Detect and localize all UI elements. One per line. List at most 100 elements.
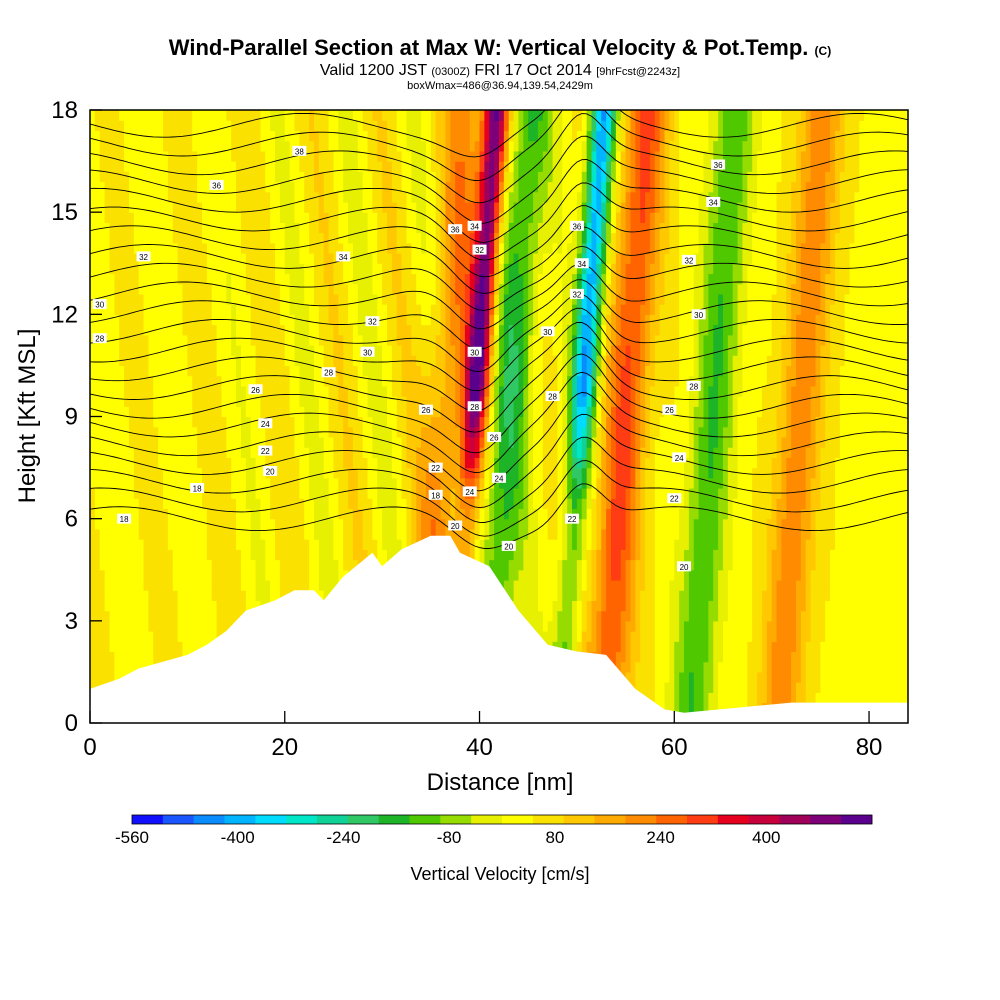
heatmap-cell <box>109 457 115 469</box>
heatmap-cell <box>231 130 237 142</box>
heatmap-cell <box>362 232 369 244</box>
heatmap-cell <box>240 150 247 162</box>
heatmap-cell <box>114 600 120 612</box>
heatmap-cell <box>469 253 476 264</box>
heatmap-cell <box>226 150 232 162</box>
heatmap-cell <box>265 201 271 213</box>
heatmap-cell <box>128 171 135 183</box>
heatmap-cell <box>216 528 223 540</box>
heatmap-cell <box>425 488 432 499</box>
heatmap-cell <box>338 406 344 418</box>
heatmap-cell <box>440 130 447 142</box>
heatmap-cell <box>279 365 286 377</box>
heatmap-cell <box>313 273 320 285</box>
heatmap-cell <box>284 508 291 520</box>
heatmap-cell <box>430 344 437 356</box>
heatmap-cell <box>172 304 179 315</box>
heatmap-cell <box>138 416 145 428</box>
heatmap-cell <box>153 610 159 622</box>
heatmap-cell <box>192 334 198 346</box>
heatmap-cell <box>362 406 369 418</box>
heatmap-cell <box>172 273 179 285</box>
heatmap-cell <box>114 498 120 510</box>
heatmap-cell <box>275 222 281 234</box>
heatmap-cell <box>133 447 140 458</box>
heatmap-cell <box>343 263 349 275</box>
heatmap-cell <box>255 467 262 479</box>
heatmap-cell <box>377 222 383 234</box>
heatmap-cell <box>382 375 388 387</box>
heatmap-cell <box>148 242 154 254</box>
heatmap-cell <box>430 212 437 223</box>
heatmap-cell <box>348 304 354 315</box>
heatmap-cell <box>445 120 451 132</box>
heatmap-cell <box>216 477 223 489</box>
heatmap-cell <box>158 191 164 203</box>
heatmap-cell <box>357 283 364 295</box>
heatmap-cell <box>245 355 252 367</box>
heatmap-cell <box>94 242 101 254</box>
heatmap-cell <box>445 518 451 530</box>
heatmap-cell <box>479 426 485 438</box>
heatmap-cell <box>474 283 481 295</box>
heatmap-cell <box>387 140 393 152</box>
heatmap-cell <box>299 569 305 581</box>
heatmap-cell <box>114 436 120 448</box>
heatmap-cell <box>318 140 325 152</box>
heatmap-cell <box>304 273 310 285</box>
heatmap-cell <box>99 610 106 622</box>
heatmap-cell <box>460 161 466 172</box>
heatmap-cell <box>119 631 125 642</box>
heatmap-cell <box>153 130 159 142</box>
heatmap-cell <box>299 498 305 510</box>
heatmap-cell <box>197 324 203 336</box>
heatmap-cell <box>489 140 495 152</box>
heatmap-cell <box>445 406 451 418</box>
heatmap-cell <box>299 242 305 254</box>
heatmap-cell <box>163 334 169 346</box>
heatmap-cell <box>304 508 310 520</box>
heatmap-cell <box>138 120 145 132</box>
heatmap-cell <box>275 467 281 479</box>
heatmap-cell <box>216 273 223 285</box>
heatmap-cell <box>240 355 247 367</box>
heatmap-cell <box>387 161 393 172</box>
heatmap-cell <box>469 314 476 326</box>
heatmap-cell <box>455 344 461 356</box>
heatmap-cell <box>265 273 271 285</box>
heatmap-cell <box>245 334 252 346</box>
heatmap-cell <box>201 467 208 479</box>
heatmap-cell <box>177 385 184 397</box>
heatmap-cell <box>279 222 286 234</box>
heatmap-cell <box>128 661 135 673</box>
heatmap-cell <box>114 641 120 653</box>
heatmap-cell <box>391 365 398 377</box>
heatmap-cell <box>464 242 471 254</box>
heatmap-cell <box>372 171 378 183</box>
heatmap-cell <box>416 161 422 172</box>
heatmap-cell <box>187 416 193 428</box>
heatmap-cell <box>206 212 213 223</box>
heatmap-cell <box>391 498 398 510</box>
heatmap-cell <box>250 447 257 458</box>
heatmap-cell <box>484 171 490 183</box>
heatmap-cell <box>299 528 305 540</box>
heatmap-cell <box>469 120 476 132</box>
heatmap-cell <box>421 191 427 203</box>
heatmap-cell <box>255 426 262 438</box>
heatmap-cell <box>236 171 242 183</box>
heatmap-cell <box>187 201 193 213</box>
heatmap-cell <box>294 171 300 183</box>
heatmap-cell <box>109 661 115 673</box>
heatmap-cell <box>401 528 408 540</box>
heatmap-cell <box>182 273 188 285</box>
heatmap-cell <box>124 467 130 479</box>
heatmap-cell <box>328 457 335 469</box>
heatmap-cell <box>391 528 398 540</box>
heatmap-cell <box>406 447 412 458</box>
heatmap-cell <box>197 426 203 438</box>
heatmap-cell <box>128 140 135 152</box>
heatmap-cell <box>221 232 227 244</box>
heatmap-cell <box>177 610 184 622</box>
heatmap-cell <box>197 416 203 428</box>
